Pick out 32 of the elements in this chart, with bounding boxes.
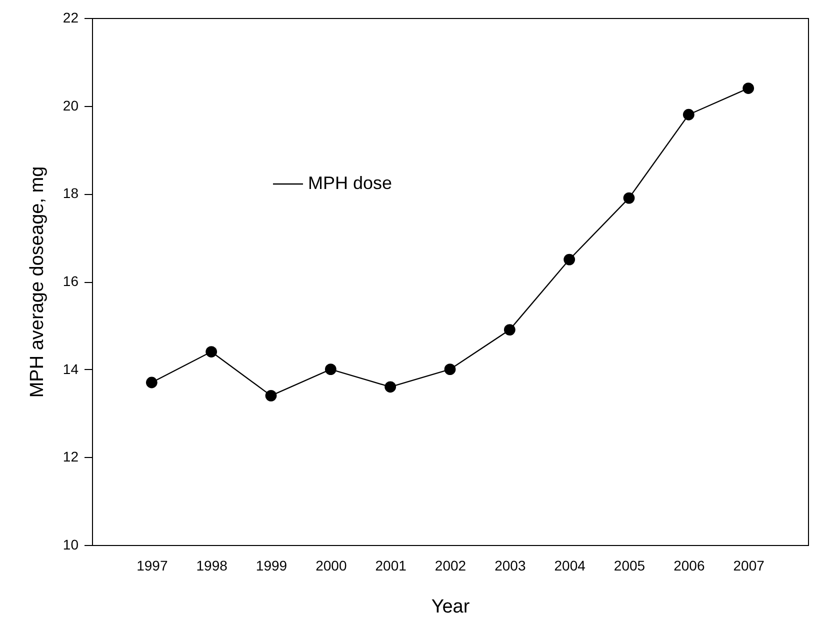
point	[146, 376, 158, 388]
x-tick-label: 1998	[196, 558, 228, 574]
point	[623, 192, 635, 204]
point	[682, 108, 694, 120]
x-tick-label: 2004	[554, 558, 586, 574]
point	[444, 364, 456, 376]
point	[206, 346, 218, 358]
x-tick-label: 2003	[494, 558, 526, 574]
y-tick-label: 14	[62, 360, 79, 377]
y-tick-label: 20	[62, 97, 79, 114]
point	[384, 381, 396, 393]
point	[324, 364, 336, 376]
x-tick-label: 1997	[136, 558, 168, 574]
y-tick-label: 18	[62, 185, 79, 202]
x-tick-label: 2005	[614, 558, 646, 574]
y-tick-label: 16	[62, 273, 79, 289]
y-tick-label: 12	[62, 448, 79, 465]
x-tick-label: 1999	[256, 558, 288, 574]
x-tick-label: 2002	[434, 558, 466, 574]
x-axis-title: Year	[431, 596, 470, 618]
x-tick-label: 2007	[733, 558, 765, 574]
y-axis-title: MPH average doseage, mg	[26, 166, 48, 398]
y-tick-label: 10	[62, 536, 79, 552]
point	[742, 82, 754, 94]
y-tick-label: 22	[62, 10, 79, 26]
x-tick-label: 2000	[316, 558, 347, 574]
x-tick-label: 2001	[375, 558, 407, 574]
point	[504, 324, 516, 336]
x-tick-label: 2006	[674, 558, 705, 574]
point	[265, 390, 277, 402]
point	[564, 254, 576, 266]
legend-label: MPH dose	[308, 173, 392, 193]
